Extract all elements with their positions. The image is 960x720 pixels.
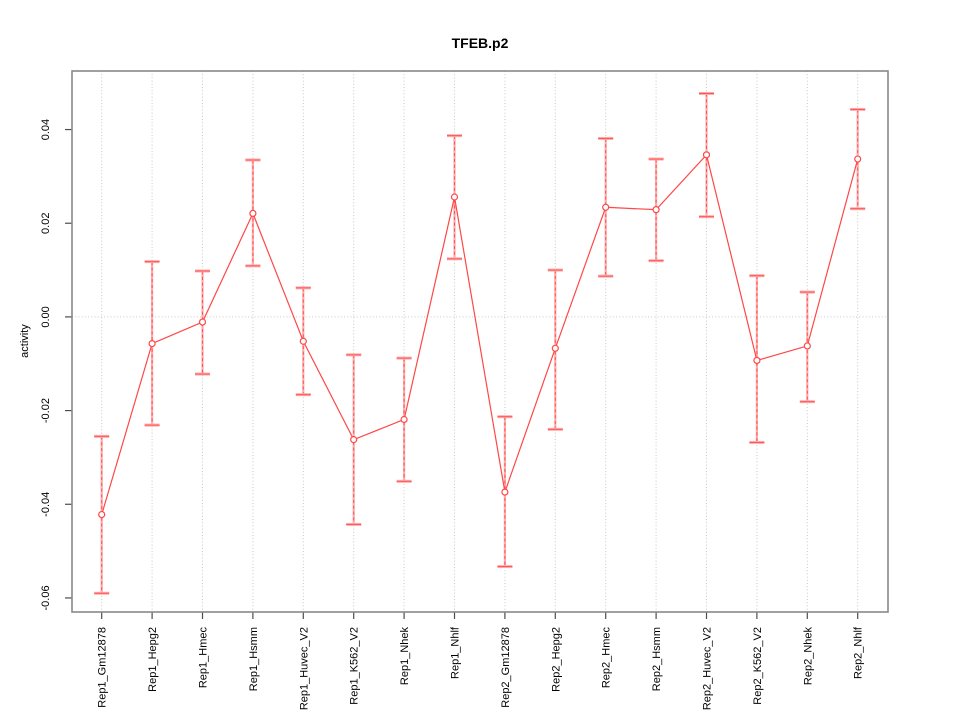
x-tick-label: Rep1_Hmec <box>198 627 210 689</box>
data-point <box>198 318 207 326</box>
data-point <box>350 436 358 444</box>
data-point <box>400 415 408 424</box>
axes: 0.04 0.02 0.00 -0.02 -0.04 -0.06 Rep1_Gm12878 R… <box>40 119 865 710</box>
y-axis-label: activity <box>19 324 31 358</box>
data-point <box>148 340 156 348</box>
y-tick-label: -0.06 <box>40 585 52 610</box>
x-tick-label: Rep2_Nhek <box>802 627 814 686</box>
gridlines <box>72 71 888 612</box>
x-tick-label: Rep1_Gm12878 <box>97 627 109 708</box>
data-point <box>249 209 257 217</box>
x-tick-label: Rep1_K562_V2 <box>349 627 361 705</box>
data-point <box>652 206 660 214</box>
data-point <box>501 488 509 496</box>
data-point <box>551 344 559 352</box>
plot-frame <box>71 70 889 613</box>
y-tick-label: 0.04 <box>40 119 52 140</box>
data-point <box>702 151 711 159</box>
series-line <box>101 153 859 515</box>
y-tick-label: -0.04 <box>40 492 52 517</box>
x-tick-label: Rep1_Nhek <box>399 627 411 686</box>
y-tick-label: -0.02 <box>40 398 52 423</box>
data-point <box>854 155 862 163</box>
data-point <box>98 510 106 519</box>
x-tick-label: Rep2_Nhlf <box>853 626 865 679</box>
x-tick-label: Rep2_Huvec_V2 <box>702 627 714 710</box>
x-tick-label: Rep2_Gm12878 <box>500 627 512 708</box>
x-tick-label: Rep2_Hsmm <box>651 627 663 691</box>
chart-title: TFEB.p2 <box>452 35 509 51</box>
x-tick-label: Rep1_Nhlf <box>450 626 462 679</box>
x-tick-label: Rep1_Hsmm <box>248 627 260 691</box>
x-tick-label: Rep2_Hmec <box>601 627 613 689</box>
x-tick-label: Rep2_K562_V2 <box>752 627 764 705</box>
data-point <box>753 356 761 365</box>
y-tick-label: 0.00 <box>40 306 52 327</box>
x-tick-label: Rep2_Hepg2 <box>550 627 562 692</box>
x-tick-label: Rep1_Huvec_V2 <box>298 627 310 710</box>
data-point <box>450 193 459 201</box>
data-point <box>803 342 811 350</box>
x-tick-label: Rep1_Hepg2 <box>147 627 159 692</box>
data-point <box>299 337 307 345</box>
y-tick-label: 0.02 <box>40 213 52 234</box>
data-points <box>98 151 862 519</box>
data-point <box>602 203 610 211</box>
